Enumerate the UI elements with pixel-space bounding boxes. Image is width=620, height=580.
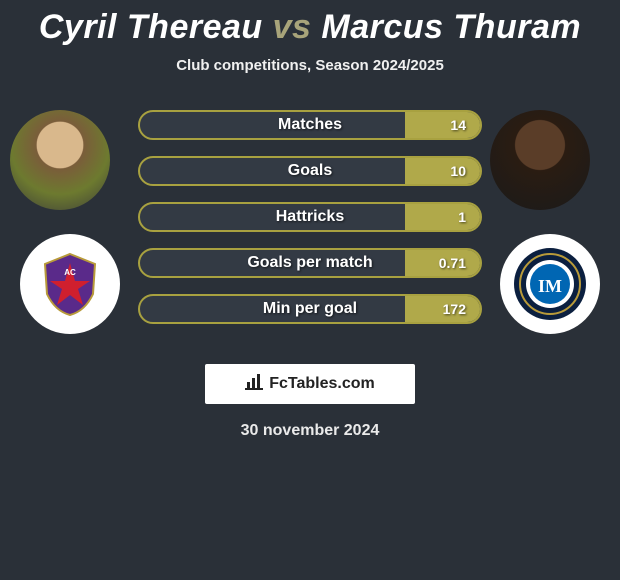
stat-bar-matches: Matches 14: [138, 110, 482, 140]
svg-text:AC: AC: [64, 268, 76, 277]
svg-text:IM: IM: [538, 276, 562, 296]
stat-value-right: 10: [450, 163, 466, 179]
stat-value-right: 0.71: [439, 255, 466, 271]
subtitle: Club competitions, Season 2024/2025: [0, 57, 620, 74]
inter-icon: IM: [510, 244, 590, 324]
stat-label: Hattricks: [140, 208, 480, 226]
fiorentina-icon: AC: [35, 249, 105, 319]
stat-label: Goals: [140, 162, 480, 180]
stat-label: Matches: [140, 116, 480, 134]
player2-club-badge: IM: [500, 234, 600, 334]
vs-text: vs: [273, 8, 312, 46]
comparison-title: Cyril Thereau vs Marcus Thuram: [0, 0, 620, 47]
player2-avatar: [490, 110, 590, 210]
date-text: 30 november 2024: [0, 422, 620, 440]
stat-bar-min-per-goal: Min per goal 172: [138, 294, 482, 324]
comparison-content: AC IM Matches 14 Goals 10 Hattricks 1: [0, 104, 620, 344]
stat-value-right: 1: [458, 209, 466, 225]
player2-name: Marcus Thuram: [321, 8, 581, 46]
stat-label: Goals per match: [140, 254, 480, 272]
stat-label: Min per goal: [140, 300, 480, 318]
stat-value-right: 172: [443, 301, 466, 317]
stat-bar-goals-per-match: Goals per match 0.71: [138, 248, 482, 278]
stat-bar-goals: Goals 10: [138, 156, 482, 186]
chart-icon: [245, 374, 263, 395]
player1-name: Cyril Thereau: [39, 8, 263, 46]
player1-club-badge: AC: [20, 234, 120, 334]
branding-text: FcTables.com: [269, 375, 375, 393]
stat-bars: Matches 14 Goals 10 Hattricks 1 Goals pe…: [138, 110, 482, 340]
branding-box: FcTables.com: [205, 364, 415, 404]
stat-value-right: 14: [450, 117, 466, 133]
stat-bar-hattricks: Hattricks 1: [138, 202, 482, 232]
player1-avatar: [10, 110, 110, 210]
